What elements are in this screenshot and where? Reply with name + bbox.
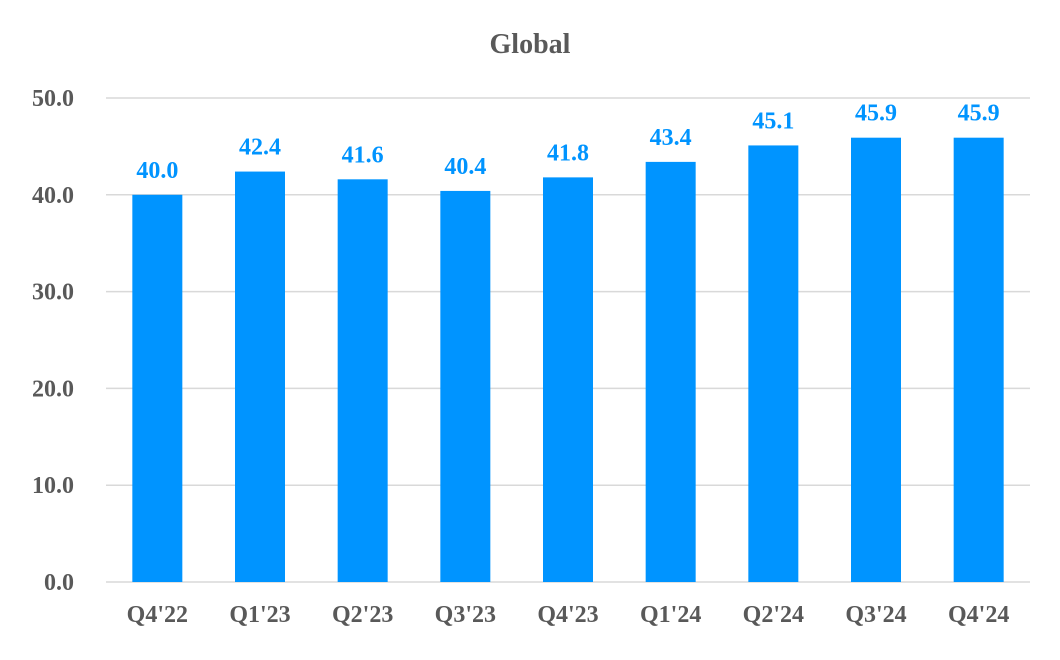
x-tick-label: Q1'23 (229, 602, 290, 628)
x-axis-tick-labels: Q4'22 Q1'23 Q2'23 Q3'23 Q4'23 Q1'24 Q2'24 Q3'24… (127, 602, 1010, 628)
data-label: 41.6 (342, 142, 384, 168)
data-label: 45.1 (752, 108, 794, 134)
bar (748, 145, 799, 582)
x-tick-label: Q4'22 (127, 602, 188, 628)
data-label: 43.4 (650, 125, 692, 151)
data-label: 40.0 (136, 158, 178, 184)
x-tick-label: Q2'24 (743, 602, 804, 628)
x-tick-label: Q1'24 (640, 602, 701, 628)
data-label: 42.4 (239, 135, 281, 161)
x-tick-label: Q3'24 (845, 602, 906, 628)
x-tick-label: Q4'23 (537, 602, 598, 628)
y-tick-label: 50.0 (32, 86, 74, 112)
y-tick-label: 0.0 (44, 570, 74, 596)
data-label: 45.9 (958, 101, 1000, 127)
x-tick-label: Q2'23 (332, 602, 393, 628)
data-label: 40.4 (444, 154, 486, 180)
x-tick-label: Q4'24 (948, 602, 1009, 628)
bar (543, 177, 593, 582)
chart-title: Global (490, 29, 571, 60)
x-tick-label: Q3'23 (435, 602, 496, 628)
bar (645, 161, 696, 582)
bar (440, 190, 491, 583)
data-labels: 40.0 42.4 41.6 40.4 41.8 43.4 45.1 45.9 45.9 (136, 101, 999, 184)
y-axis-tick-labels: 0.0 10.0 20.0 30.0 40.0 50.0 (32, 86, 74, 596)
data-label: 45.9 (855, 101, 897, 127)
bar (337, 179, 388, 582)
y-tick-label: 30.0 (32, 280, 74, 306)
y-tick-label: 40.0 (32, 183, 74, 209)
y-tick-label: 10.0 (32, 473, 74, 499)
bar (953, 137, 1004, 583)
bar (132, 194, 183, 583)
bar (235, 171, 285, 582)
bar (851, 137, 901, 583)
data-label: 41.8 (547, 140, 589, 166)
bars (132, 137, 1004, 583)
y-tick-label: 20.0 (32, 376, 74, 402)
